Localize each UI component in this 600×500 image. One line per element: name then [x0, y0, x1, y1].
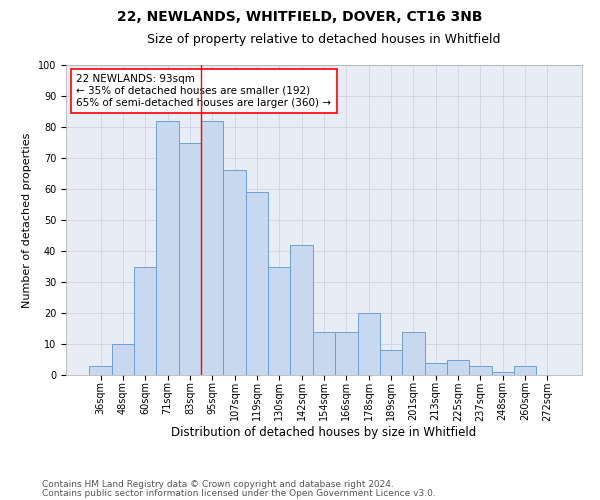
Text: 22 NEWLANDS: 93sqm
← 35% of detached houses are smaller (192)
65% of semi-detach: 22 NEWLANDS: 93sqm ← 35% of detached hou…	[76, 74, 331, 108]
Bar	[134, 266, 157, 375]
Bar	[402, 332, 425, 375]
Bar	[447, 360, 469, 375]
Bar	[425, 362, 447, 375]
Text: Contains public sector information licensed under the Open Government Licence v3: Contains public sector information licen…	[42, 489, 436, 498]
Bar	[313, 332, 335, 375]
Bar	[157, 121, 179, 375]
Bar	[335, 332, 358, 375]
Y-axis label: Number of detached properties: Number of detached properties	[22, 132, 32, 308]
Text: 22, NEWLANDS, WHITFIELD, DOVER, CT16 3NB: 22, NEWLANDS, WHITFIELD, DOVER, CT16 3NB	[117, 10, 483, 24]
X-axis label: Distribution of detached houses by size in Whitfield: Distribution of detached houses by size …	[172, 426, 476, 440]
Bar	[112, 344, 134, 375]
Bar	[268, 266, 290, 375]
Bar	[246, 192, 268, 375]
Bar	[380, 350, 402, 375]
Bar	[358, 313, 380, 375]
Bar	[491, 372, 514, 375]
Bar	[290, 245, 313, 375]
Bar	[469, 366, 491, 375]
Bar	[89, 366, 112, 375]
Bar	[201, 121, 223, 375]
Bar	[179, 142, 201, 375]
Title: Size of property relative to detached houses in Whitfield: Size of property relative to detached ho…	[147, 33, 501, 46]
Bar	[223, 170, 246, 375]
Text: Contains HM Land Registry data © Crown copyright and database right 2024.: Contains HM Land Registry data © Crown c…	[42, 480, 394, 489]
Bar	[514, 366, 536, 375]
